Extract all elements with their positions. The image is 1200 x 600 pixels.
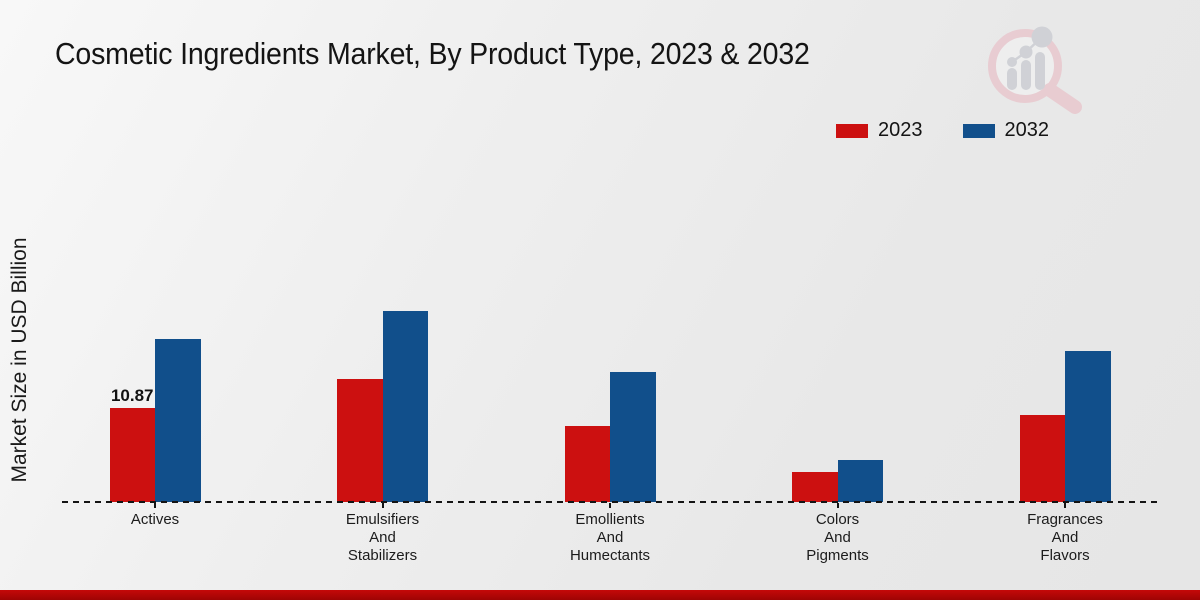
bar-2032-group4 — [837, 459, 883, 502]
x-axis-tick — [836, 503, 839, 508]
bar-2032-group5 — [1065, 350, 1111, 502]
legend-label-2032: 2032 — [1004, 119, 1050, 141]
x-axis-category-label: Fragrances And Flavors — [1027, 511, 1103, 564]
bar-2023-group4 — [792, 471, 838, 502]
bar-2032-group1 — [155, 338, 201, 502]
x-axis-tick — [154, 503, 156, 508]
bar-2023-group3 — [564, 425, 610, 502]
x-axis-tick — [381, 503, 384, 508]
mrfr-watermark-logo — [988, 26, 1082, 114]
bar-growth-icon — [1007, 26, 1053, 90]
bar-2023-group2 — [337, 379, 383, 502]
y-axis-label: Market Size in USD Billion — [8, 237, 31, 483]
bottom-accent-bar — [0, 590, 1200, 600]
chart-title: Cosmetic Ingredients Market, By Product … — [55, 36, 810, 71]
legend: 2023 2032 — [836, 119, 1049, 142]
legend-swatch-2032 — [962, 123, 995, 138]
legend-label-2023: 2023 — [878, 119, 923, 141]
bar-2023-group5 — [1019, 414, 1065, 502]
legend-item-2032: 2032 — [962, 119, 1050, 142]
bar-value-label: 10.87 — [110, 385, 154, 405]
x-axis-category-label: Emollients And Humectants — [569, 511, 651, 564]
x-axis-tick — [609, 503, 611, 508]
x-axis-baseline — [62, 501, 1160, 503]
bar-2032-group2 — [382, 310, 428, 502]
x-axis-category-label: Colors And Pigments — [806, 511, 869, 564]
x-axis-category-label: Actives — [130, 511, 180, 528]
legend-swatch-2023 — [836, 123, 868, 138]
legend-item-2023: 2023 — [836, 119, 923, 142]
x-axis-category-label: Emulsifiers And Stabilizers — [345, 511, 420, 564]
bar-2032-group3 — [610, 372, 656, 502]
bar-2023-group1 — [109, 407, 155, 502]
x-axis-tick — [1064, 503, 1066, 508]
